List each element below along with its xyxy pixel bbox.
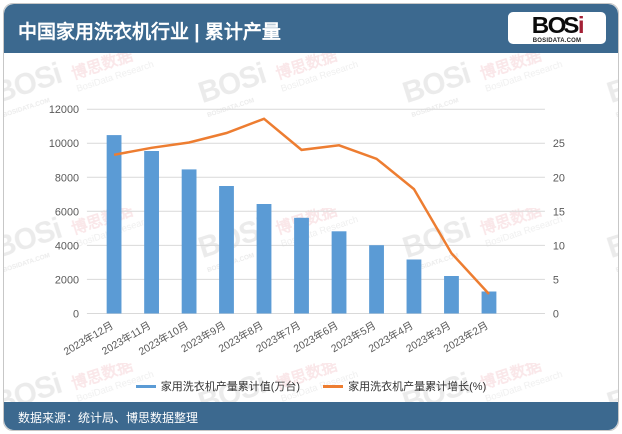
svg-text:4000: 4000 <box>55 240 79 252</box>
svg-text:10000: 10000 <box>49 138 79 150</box>
svg-text:10: 10 <box>553 240 565 252</box>
svg-text:2000: 2000 <box>55 274 79 286</box>
svg-text:15: 15 <box>553 206 565 218</box>
svg-text:12000: 12000 <box>49 104 79 116</box>
svg-text:0: 0 <box>73 308 79 320</box>
svg-text:6000: 6000 <box>55 206 79 218</box>
svg-text:8000: 8000 <box>55 172 79 184</box>
svg-text:5: 5 <box>553 274 559 286</box>
svg-text:20: 20 <box>553 172 565 184</box>
svg-text:0: 0 <box>553 308 559 320</box>
svg-text:25: 25 <box>553 138 565 150</box>
